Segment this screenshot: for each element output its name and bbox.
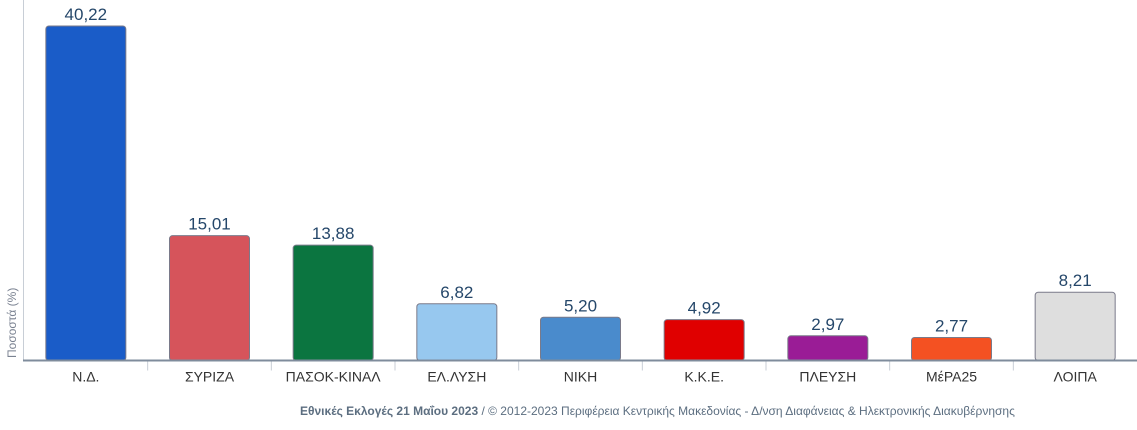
data-label-4: 6,82 [440, 283, 473, 302]
data-label-5: 5,20 [564, 296, 597, 315]
x-tick-label-1: Ν.Δ. [72, 369, 99, 385]
bar-6 [663, 319, 745, 361]
data-label-7: 2,97 [811, 315, 844, 334]
data-label-2: 15,01 [188, 215, 231, 234]
y-axis-label: Ποσοστά (%) [5, 287, 19, 358]
x-tick-label-2: ΣΥΡΙΖΑ [185, 369, 235, 385]
data-label-8: 2,77 [935, 316, 968, 335]
x-tick-label-3: ΠΑΣΟΚ-ΚΙΝΑΛ [286, 369, 382, 385]
data-label-6: 4,92 [688, 299, 721, 318]
chart-footer: Εθνικές Εκλογές 21 Μαΐου 2023 / © 2012-2… [300, 404, 1015, 418]
bar-3 [292, 244, 374, 361]
x-tick-label-9: ΛΟΙΠΑ [1054, 369, 1098, 385]
x-tick-label-7: ΠΛΕΥΣΗ [799, 369, 856, 385]
footer-credit: / © 2012-2023 Περιφέρεια Κεντρικής Μακεδ… [478, 404, 1015, 418]
x-tick-label-8: ΜέΡΑ25 [926, 369, 977, 385]
bar-4 [416, 303, 498, 362]
footer-title: Εθνικές Εκλογές 21 Μαΐου 2023 [300, 404, 479, 418]
bar-2 [169, 235, 250, 361]
bar-5 [540, 316, 621, 362]
x-tick-label-6: Κ.Κ.Ε. [684, 369, 724, 385]
x-tick-label-5: ΝΙΚΗ [564, 369, 597, 385]
bar-9 [1034, 291, 1116, 361]
x-tick-label-4: ΕΛ.ΛΥΣΗ [427, 369, 486, 385]
data-label-1: 40,22 [65, 5, 108, 24]
bar-1 [45, 25, 127, 361]
data-label-9: 8,21 [1059, 271, 1092, 290]
bar-7 [787, 335, 869, 361]
data-label-3: 13,88 [312, 224, 355, 243]
bar-8 [911, 336, 992, 362]
